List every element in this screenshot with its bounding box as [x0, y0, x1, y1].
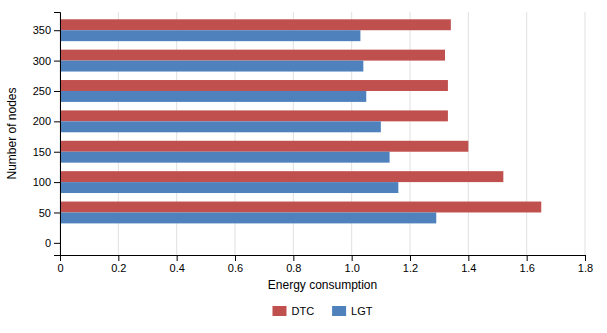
- bar: [60, 30, 360, 41]
- tick-label: 0.4: [170, 262, 185, 274]
- tick-label: 0: [57, 262, 63, 274]
- tick-mark: [468, 255, 469, 261]
- tick-mark: [54, 152, 60, 153]
- legend-label: DTC: [291, 305, 314, 317]
- tick-label: 200: [33, 115, 51, 127]
- bar: [60, 152, 390, 163]
- tick-label: 1.0: [345, 262, 360, 274]
- legend-swatch: [332, 306, 346, 316]
- chart: 0 0.2 0.4 0.6 0.8 1.0 1.2 1.4 1.6 1.8 0 50 100 150 200…: [0, 0, 607, 333]
- tick: 150: [33, 146, 60, 158]
- bar: [60, 19, 451, 30]
- legend-item: LGT: [332, 305, 373, 317]
- tick: 0: [45, 237, 60, 249]
- tick-mark: [118, 255, 119, 261]
- tick-label: 0: [45, 237, 51, 249]
- tick: 1.4: [461, 255, 476, 274]
- tick-mark: [54, 212, 60, 213]
- axis-line: [61, 256, 586, 262]
- tick-mark: [54, 30, 60, 31]
- grid-line: [526, 12, 527, 255]
- axis-line: [54, 13, 61, 256]
- bar: [60, 171, 503, 182]
- tick-label: 0.8: [286, 262, 301, 274]
- tick-mark: [54, 91, 60, 92]
- tick-label: 1.8: [578, 262, 593, 274]
- bar: [60, 61, 363, 72]
- tick: 200: [33, 115, 60, 127]
- bars: [60, 19, 541, 223]
- bar: [60, 121, 381, 132]
- tick-mark: [527, 255, 528, 261]
- bar: [60, 80, 448, 91]
- x-axis: 0 0.2 0.4 0.6 0.8 1.0 1.2 1.4 1.6 1.8: [57, 255, 593, 274]
- bar: [60, 110, 448, 121]
- tick: 50: [39, 206, 60, 218]
- tick-label: 0.6: [228, 262, 243, 274]
- grid: [60, 12, 585, 255]
- bar: [60, 91, 366, 102]
- bar-series: [60, 30, 436, 223]
- tick: 1.8: [578, 255, 593, 274]
- grid-line: [468, 12, 469, 255]
- tick-label: 250: [33, 85, 51, 97]
- tick: 250: [33, 85, 60, 97]
- tick-label: 350: [33, 24, 51, 36]
- tick-label: 1.6: [520, 262, 535, 274]
- tick-mark: [293, 255, 294, 261]
- bar-series: [60, 19, 541, 212]
- tick-mark: [352, 255, 353, 261]
- y-axis-title: Number of nodes: [5, 87, 19, 179]
- tick: 0.6: [228, 255, 243, 274]
- x-axis-title: Energy consumption: [268, 278, 377, 292]
- tick-label: 1.4: [461, 262, 476, 274]
- bar: [60, 141, 468, 152]
- legend-label: LGT: [351, 305, 373, 317]
- tick: 350: [33, 24, 60, 36]
- tick-mark: [54, 121, 60, 122]
- tick-label: 100: [33, 176, 51, 188]
- y-axis: 0 50 100 150 200 250 300 350: [33, 13, 61, 256]
- tick: 1.2: [403, 255, 418, 274]
- tick: 0.2: [111, 255, 126, 274]
- bar: [60, 182, 398, 193]
- bar: [60, 212, 436, 223]
- tick: 1.6: [520, 255, 535, 274]
- grid-line: [585, 12, 586, 255]
- tick-mark: [54, 243, 60, 244]
- tick-label: 1.2: [403, 262, 418, 274]
- tick-label: 300: [33, 55, 51, 67]
- tick-mark: [54, 61, 60, 62]
- tick-label: 150: [33, 146, 51, 158]
- tick: 0: [57, 255, 63, 274]
- tick-mark: [410, 255, 411, 261]
- tick-label: 50: [39, 206, 51, 218]
- tick-mark: [585, 255, 586, 261]
- legend-swatch: [272, 306, 286, 316]
- tick: 1.0: [345, 255, 360, 274]
- tick-label: 0.2: [111, 262, 126, 274]
- tick: 0.4: [170, 255, 185, 274]
- tick-mark: [235, 255, 236, 261]
- tick: 100: [33, 176, 60, 188]
- tick: 300: [33, 55, 60, 67]
- plot: 0 0.2 0.4 0.6 0.8 1.0 1.2 1.4 1.6 1.8 0 50 100 150 200…: [5, 12, 593, 292]
- legend: DTC LGT: [272, 305, 372, 317]
- tick: 0.8: [286, 255, 301, 274]
- legend-item: DTC: [272, 305, 314, 317]
- tick-mark: [177, 255, 178, 261]
- tick-mark: [54, 182, 60, 183]
- bar: [60, 50, 445, 61]
- bar: [60, 202, 541, 213]
